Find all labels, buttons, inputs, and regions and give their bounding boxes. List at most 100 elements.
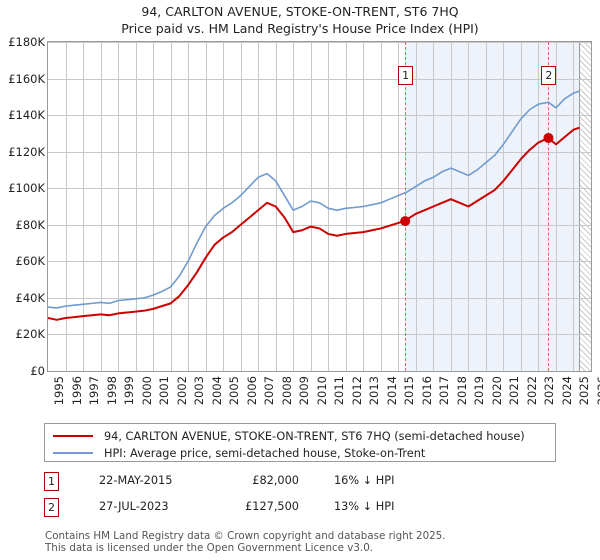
chart-series-group [48,90,580,321]
transactions-list: 1 22-MAY-2015 £82,000 16% ↓ HPI 2 27-JUL… [44,471,444,523]
y-axis-tick-label: £40K [15,290,46,305]
gridline-horizontal [48,78,591,80]
x-axis-tick-label: 2007 [262,376,277,406]
title-line-1: 94, CARLTON AVENUE, STOKE-ON-TRENT, ST6 … [141,4,459,19]
gridline-horizontal [48,151,591,153]
x-axis-tick-label: 2008 [279,376,294,406]
legend-item-hpi: HPI: Average price, semi-detached house,… [53,446,547,460]
x-axis-tick-label: 2002 [174,376,189,406]
transaction-event-line-1 [405,42,407,371]
y-axis-tick-label: £100K [8,181,45,196]
gridline-vertical [258,42,260,371]
x-axis-tick-label: 2010 [314,376,329,406]
table-row[interactable]: 1 22-MAY-2015 £82,000 16% ↓ HPI [44,471,444,497]
x-axis-tick-label: 2023 [542,376,557,406]
x-axis-tick-label: 2015 [402,376,417,406]
gridline-vertical [328,42,330,371]
x-axis-tick-label: 2014 [384,376,399,406]
gridline-vertical [345,42,347,371]
x-axis-tick-label: 2021 [507,376,522,406]
gridline-vertical [135,42,137,371]
transaction-flag-2[interactable]: 2 [541,66,557,85]
gridline-vertical [310,42,312,371]
x-axis-tick-label: 2009 [297,376,312,406]
x-axis-tick-label: 1996 [69,376,84,406]
y-axis-tick-label: £180K [8,35,45,49]
series-line-price-paid [48,126,580,321]
gridline-vertical [555,42,557,371]
transaction-event-line-2 [548,42,550,371]
transaction-marker-2: 2 [44,498,59,517]
x-axis-tick-label: 2025 [577,376,592,406]
x-axis-tick-label: 2024 [559,376,574,406]
x-axis-tick-label: 2011 [332,376,347,406]
legend-label-price-paid: 94, CARLTON AVENUE, STOKE-ON-TRENT, ST6 … [104,429,525,443]
gridline-vertical [205,42,207,371]
transaction-point-2[interactable] [543,132,554,143]
gridline-horizontal [48,261,591,263]
gridline-vertical [100,42,102,371]
x-axis-tick-label: 2018 [454,376,469,406]
gridline-vertical [65,42,67,371]
x-axis-tick-label: 2017 [437,376,452,406]
transaction-flag-1[interactable]: 1 [398,66,414,85]
x-axis-tick-label: 2019 [472,376,487,406]
gridline-horizontal [48,42,591,43]
x-axis-labels: 1995 1996 1997 1998 1999 2000 2001 2002 2003 2004… [47,374,600,420]
gridline-vertical [153,42,155,371]
x-axis-tick-label: 2003 [192,376,207,406]
gridline-vertical [188,42,190,371]
gridline-horizontal [48,224,591,226]
legend-label-hpi: HPI: Average price, semi-detached house,… [104,446,426,460]
chart-legend: 94, CARLTON AVENUE, STOKE-ON-TRENT, ST6 … [44,423,556,462]
transaction-point-1[interactable] [400,216,411,227]
gridline-vertical [293,42,295,371]
x-axis-tick-label: 1995 [52,376,66,406]
gridline-horizontal [48,188,591,190]
footer-line-2: This data is licensed under the Open Gov… [45,542,374,554]
x-axis-tick-label: 2022 [524,376,539,406]
gridline-vertical [240,42,242,371]
x-axis-tick-label: 2004 [209,376,224,406]
gridline-vertical [118,42,120,371]
transaction-price-2: £127,500 [245,500,299,513]
gridline-vertical [380,42,382,371]
x-axis-tick-label: 1999 [122,376,137,406]
gridline-vertical [573,42,575,371]
y-axis-labels: £0 £20K £40K £60K £80K £100K £120K £140K £160K £1… [0,35,46,378]
footer-attribution: Contains HM Land Registry data © Crown c… [45,530,565,554]
gridline-vertical [520,42,522,371]
y-axis-tick-label: £0 [30,364,45,378]
legend-swatch-price-paid [53,435,93,437]
y-axis-tick-label: £160K [8,71,45,86]
y-axis-tick-label: £80K [15,217,46,232]
x-axis-tick-label: 2012 [349,376,364,406]
y-axis-tick-label: £120K [8,144,45,159]
transaction-delta-2: 13% ↓ HPI [334,500,395,513]
no-data-hatched-region [578,42,591,371]
y-axis-tick-label: £60K [15,254,46,269]
x-axis-tick-label: 2013 [367,376,382,406]
transaction-date-2: 27-JUL-2023 [99,500,169,513]
x-axis-tick-label: 2020 [489,376,504,406]
x-axis-tick-label: 1997 [87,376,102,406]
gridline-horizontal [48,115,591,117]
gridline-vertical [223,42,225,371]
y-axis-tick-label: £140K [8,108,45,123]
x-axis-tick-label: 2000 [139,376,154,406]
x-axis-tick-label: 2006 [244,376,259,406]
transaction-price-1: £82,000 [252,474,299,487]
title-line-2: Price paid vs. HM Land Registry's House … [121,21,479,36]
x-axis-tick-label: 1998 [104,376,119,406]
page-title: 94, CARLTON AVENUE, STOKE-ON-TRENT, ST6 … [0,3,600,37]
transaction-marker-1: 1 [44,472,59,491]
table-row[interactable]: 2 27-JUL-2023 £127,500 13% ↓ HPI [44,497,444,523]
gridline-vertical [170,42,172,371]
series-line-hpi [48,90,580,309]
x-axis-tick-label: 2005 [227,376,242,406]
legend-item-price-paid: 94, CARLTON AVENUE, STOKE-ON-TRENT, ST6 … [53,429,547,443]
gridline-vertical [538,42,540,371]
x-axis-tick-label: 2016 [419,376,434,406]
